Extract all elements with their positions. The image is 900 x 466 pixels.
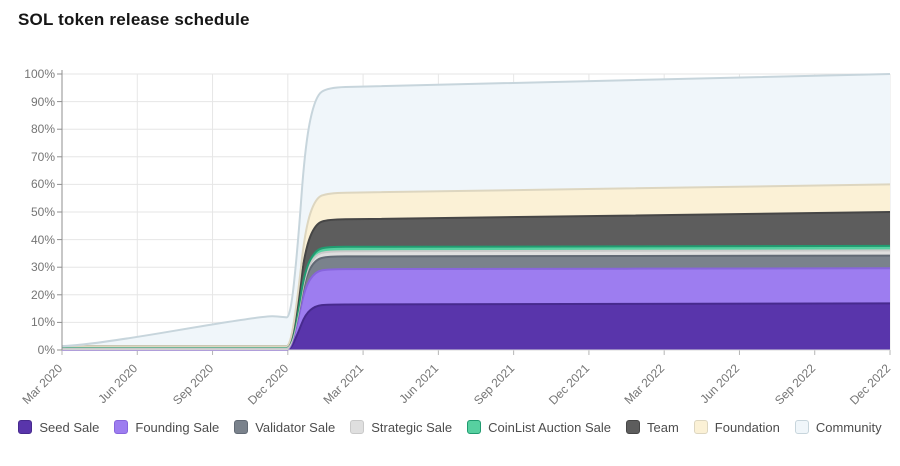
y-tick-label: 90% (30, 94, 55, 109)
legend-label: CoinList Auction Sale (488, 419, 611, 435)
y-tick-label: 100% (24, 67, 55, 81)
legend-label: Strategic Sale (371, 419, 453, 435)
y-tick-label: 30% (30, 260, 55, 275)
legend-label: Validator Sale (255, 419, 336, 435)
legend-swatch (467, 420, 482, 434)
y-tick-label: 80% (30, 122, 55, 137)
legend-swatch (794, 420, 809, 434)
y-tick-label: 60% (30, 177, 55, 192)
legend-swatch (626, 420, 640, 434)
y-tick-label: 0% (37, 343, 55, 357)
chart-title: SOL token release schedule (18, 10, 250, 29)
y-tick-label: 40% (30, 232, 55, 247)
legend-label: Founding Sale (135, 419, 220, 435)
legend-item-seed-sale[interactable]: Seed Sale (18, 420, 99, 435)
legend-label: Seed Sale (39, 419, 100, 435)
legend-swatch (234, 420, 249, 434)
legend-item-strategic-sale[interactable]: Strategic Sale (350, 420, 452, 435)
y-tick-label: 50% (30, 205, 55, 219)
legend-item-foundation[interactable]: Foundation (693, 419, 780, 435)
legend-item-founding-sale[interactable]: Founding Sale (114, 420, 219, 435)
legend-swatch (693, 420, 708, 434)
chart-legend: Seed Sale Founding Sale Validator Sale Stra… (0, 414, 900, 440)
legend-swatch (18, 420, 33, 434)
y-tick-label: 70% (30, 149, 55, 164)
y-tick-label: 10% (30, 315, 55, 330)
legend-item-team[interactable]: Team (626, 420, 679, 435)
legend-swatch (350, 420, 365, 434)
legend-item-community[interactable]: Community (794, 419, 882, 435)
legend-swatch (114, 420, 129, 434)
legend-label: Foundation (714, 419, 780, 435)
legend-label: Team (647, 419, 679, 435)
legend-item-validator-sale[interactable]: Validator Sale (234, 420, 335, 435)
legend-label: Community (815, 419, 882, 435)
legend-item-coinlist-auction-sale[interactable]: CoinList Auction Sale (467, 420, 611, 435)
y-tick-label: 20% (30, 287, 55, 302)
